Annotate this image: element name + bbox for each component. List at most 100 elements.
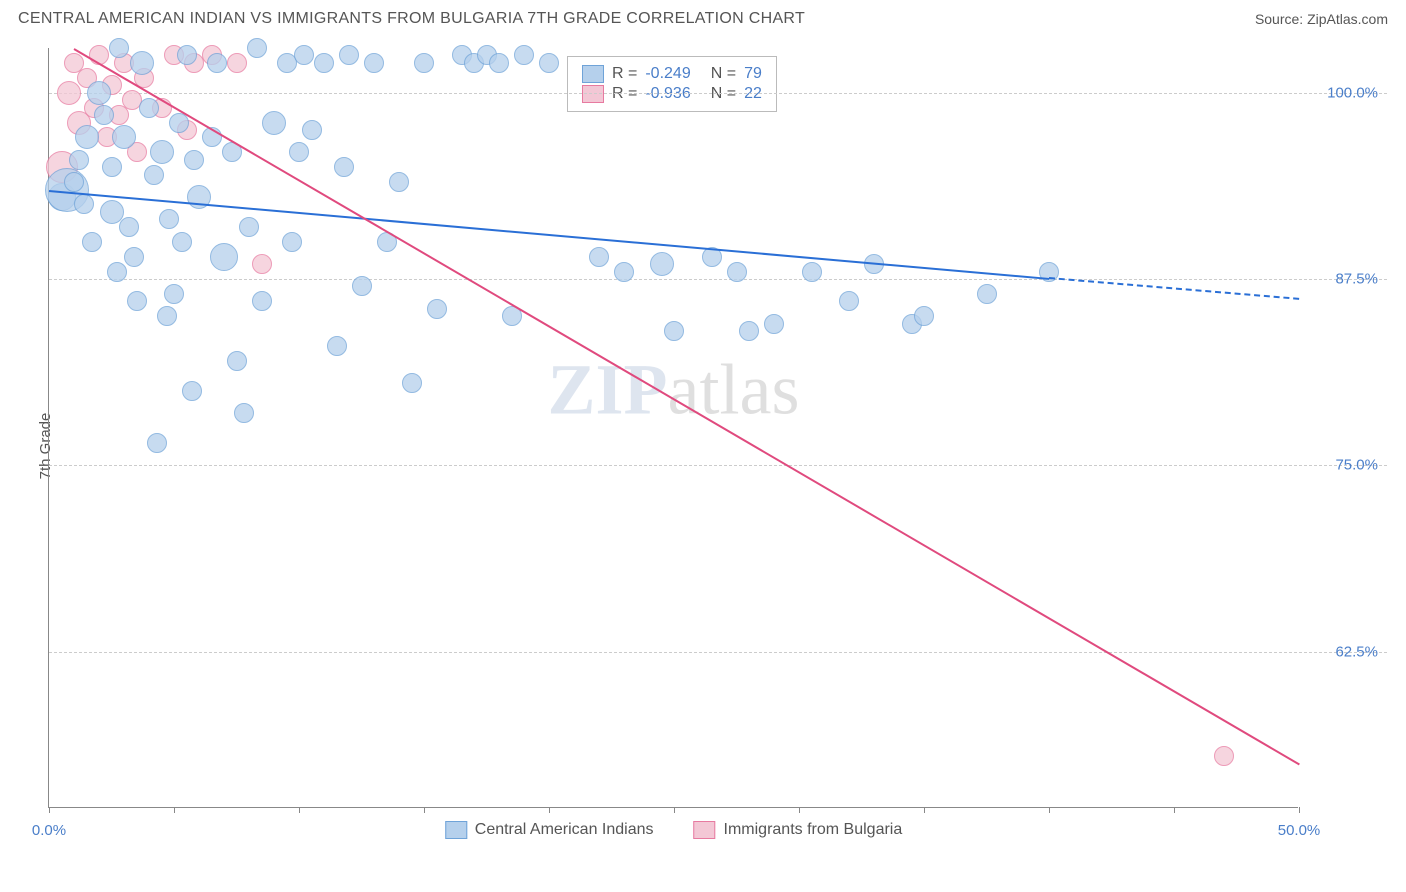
data-point [402, 373, 422, 393]
data-point [172, 232, 192, 252]
data-point [364, 53, 384, 73]
data-point [262, 111, 286, 135]
data-point [124, 247, 144, 267]
data-point [339, 45, 359, 65]
data-point [127, 291, 147, 311]
grid-line [49, 279, 1387, 280]
xtick [174, 807, 175, 813]
data-point [234, 403, 254, 423]
ytick-label: 87.5% [1335, 270, 1378, 287]
data-point [589, 247, 609, 267]
data-point [252, 254, 272, 274]
legend-item-b: Immigrants from Bulgaria [694, 821, 903, 839]
trend-line-dashed [1049, 277, 1299, 300]
stats-row-a: R = -0.249 N = 79 [582, 65, 762, 83]
scatter-chart: ZIPatlas R = -0.249 N = 79 R = -0.936 N … [48, 48, 1298, 808]
series-b-swatch [694, 821, 716, 839]
data-point [650, 252, 674, 276]
grid-line [49, 465, 1387, 466]
xtick-label: 50.0% [1278, 822, 1321, 839]
xtick [1299, 807, 1300, 813]
data-point [539, 53, 559, 73]
data-point [294, 45, 314, 65]
data-point [239, 217, 259, 237]
data-point [414, 53, 434, 73]
data-point [614, 262, 634, 282]
xtick [424, 807, 425, 813]
xtick [49, 807, 50, 813]
data-point [112, 125, 136, 149]
data-point [327, 336, 347, 356]
data-point [150, 140, 174, 164]
chart-title: CENTRAL AMERICAN INDIAN VS IMMIGRANTS FR… [18, 10, 805, 28]
data-point [227, 53, 247, 73]
data-point [87, 81, 111, 105]
xtick [799, 807, 800, 813]
data-point [94, 105, 114, 125]
watermark: ZIPatlas [548, 348, 800, 431]
data-point [57, 81, 81, 105]
data-point [177, 45, 197, 65]
data-point [664, 321, 684, 341]
xtick [924, 807, 925, 813]
data-point [247, 38, 267, 58]
legend-item-a: Central American Indians [445, 821, 654, 839]
xtick [299, 807, 300, 813]
data-point [977, 284, 997, 304]
data-point [334, 157, 354, 177]
data-point [82, 232, 102, 252]
grid-line [49, 93, 1387, 94]
source-label: Source: ZipAtlas.com [1255, 11, 1388, 27]
data-point [207, 53, 227, 73]
data-point [252, 291, 272, 311]
xtick [1174, 807, 1175, 813]
xtick [1049, 807, 1050, 813]
data-point [184, 150, 204, 170]
data-point [289, 142, 309, 162]
xtick-label: 0.0% [32, 822, 66, 839]
xtick [549, 807, 550, 813]
data-point [159, 209, 179, 229]
data-point [107, 262, 127, 282]
data-point [227, 351, 247, 371]
data-point [427, 299, 447, 319]
data-point [164, 284, 184, 304]
data-point [75, 125, 99, 149]
data-point [352, 276, 372, 296]
data-point [139, 98, 159, 118]
series-b-swatch [582, 85, 604, 103]
trend-line [49, 190, 1049, 280]
ytick-label: 62.5% [1335, 643, 1378, 660]
data-point [130, 51, 154, 75]
data-point [1214, 746, 1234, 766]
data-point [144, 165, 164, 185]
ytick-label: 75.0% [1335, 457, 1378, 474]
ytick-label: 100.0% [1327, 84, 1378, 101]
data-point [764, 314, 784, 334]
data-point [727, 262, 747, 282]
data-point [210, 243, 238, 271]
stats-legend: R = -0.249 N = 79 R = -0.936 N = 22 [567, 56, 777, 112]
trend-line [73, 48, 1299, 765]
data-point [147, 433, 167, 453]
data-point [739, 321, 759, 341]
series-a-swatch [582, 65, 604, 83]
xtick [674, 807, 675, 813]
bottom-legend: Central American Indians Immigrants from… [445, 821, 902, 839]
data-point [182, 381, 202, 401]
data-point [64, 172, 84, 192]
data-point [802, 262, 822, 282]
data-point [314, 53, 334, 73]
data-point [489, 53, 509, 73]
data-point [157, 306, 177, 326]
data-point [102, 157, 122, 177]
data-point [119, 217, 139, 237]
data-point [74, 194, 94, 214]
data-point [69, 150, 89, 170]
data-point [514, 45, 534, 65]
data-point [914, 306, 934, 326]
grid-line [49, 652, 1387, 653]
stats-row-b: R = -0.936 N = 22 [582, 85, 762, 103]
data-point [282, 232, 302, 252]
data-point [389, 172, 409, 192]
